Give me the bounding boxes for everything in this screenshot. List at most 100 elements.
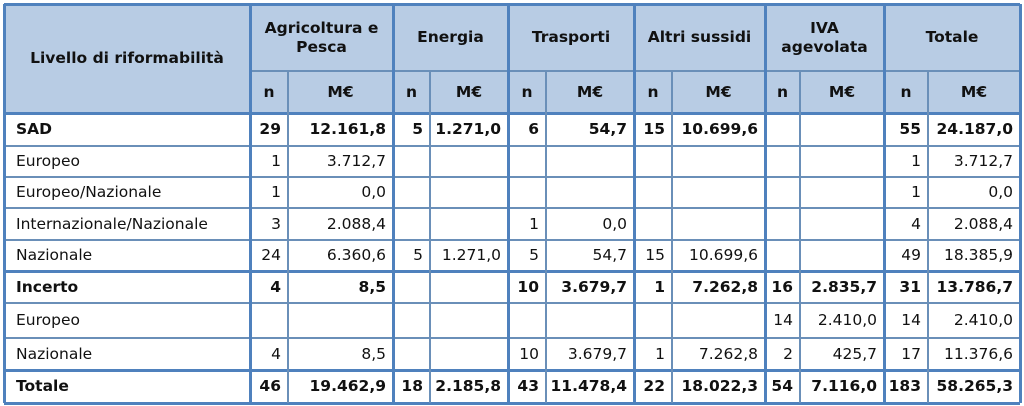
row-label-europeo-nazionale: Europeo/Nazionale [16, 183, 162, 202]
table-cell: 3.679,7 [567, 344, 627, 363]
table-cell: 2.410,0 [953, 311, 1013, 330]
table-rule [4, 368, 1020, 372]
table-rule [4, 401, 1020, 405]
table-cell: 8,5 [358, 277, 386, 296]
table-cell: 18.385,9 [943, 246, 1013, 265]
table-cell [430, 338, 508, 370]
table-cell: 19.462,9 [309, 377, 387, 396]
table-cell [288, 303, 393, 338]
table-cell: 2.410,0 [817, 311, 877, 330]
table-cell: 3.712,7 [953, 152, 1013, 171]
table-cell [800, 146, 884, 177]
table-cell: 18 [401, 377, 423, 396]
row-label-europeo: Europeo [16, 152, 80, 171]
table-cell: 3.712,7 [326, 152, 386, 171]
table-cell: 58.265,3 [936, 377, 1014, 396]
table-cell [800, 113, 884, 146]
table-cell: 17 [901, 344, 921, 363]
row-label-internazionale-nazionale: Internazionale/Nazionale [16, 214, 208, 233]
table-rule [287, 71, 289, 403]
table-cell [765, 177, 800, 208]
table-cell [393, 177, 430, 208]
table-cell: 6 [528, 120, 539, 139]
table-cell: 2.185,8 [435, 377, 501, 396]
table-rule [4, 337, 1020, 339]
table-rule [4, 302, 1020, 304]
table-rule [506, 4, 510, 403]
table-rule [2, 4, 6, 403]
table-cell: 3.679,7 [561, 277, 627, 296]
subheader-n: n [250, 71, 288, 113]
table-cell: 4 [270, 277, 281, 296]
table-cell [672, 177, 765, 208]
table-cell: 54,7 [588, 120, 627, 139]
table-cell [765, 208, 800, 240]
table-cell: 12.161,8 [309, 120, 387, 139]
table-cell: 16 [771, 277, 793, 296]
table-cell: 10.699,6 [688, 246, 758, 265]
table-cell: 2 [783, 344, 793, 363]
table-rule [429, 71, 431, 403]
table-cell: 425,7 [832, 344, 877, 363]
table-cell: 49 [901, 246, 921, 265]
table-cell [672, 208, 765, 240]
table-rule [248, 4, 252, 403]
subheader-n: n [393, 71, 430, 113]
table-cell [765, 146, 800, 177]
table-cell [800, 208, 884, 240]
table-cell: 11.478,4 [550, 377, 628, 396]
table-rule [1018, 4, 1022, 403]
table-cell: 15 [643, 120, 665, 139]
subheader-n: n [765, 71, 800, 113]
subheader-n: n [508, 71, 546, 113]
table-rule [4, 207, 1020, 209]
header-group-energia: Energia [393, 4, 508, 71]
table-cell: 3 [271, 214, 281, 233]
table-rule [927, 71, 929, 403]
table-cell [634, 146, 672, 177]
table-cell: 10 [517, 277, 539, 296]
row-label-nazionale: Nazionale [16, 246, 93, 265]
table-cell [800, 177, 884, 208]
subheader-meur: M€ [546, 71, 634, 113]
table-cell [765, 113, 800, 146]
table-cell: 5 [412, 120, 423, 139]
table-rule [4, 145, 1020, 147]
table-cell [546, 146, 634, 177]
table-cell: 54,7 [592, 246, 627, 265]
table-rule [4, 2, 1020, 6]
row-label-totale: Totale [16, 377, 69, 396]
table-cell: 1 [655, 344, 665, 363]
table-rule [4, 111, 1020, 115]
table-cell: 15 [645, 246, 665, 265]
table-cell: 2.088,4 [326, 214, 386, 233]
table-rule [671, 71, 673, 403]
header-livello-di-riformabilita: Livello di riformabilità [4, 4, 250, 113]
table-cell [430, 271, 508, 303]
table-cell: 1.271,0 [435, 120, 501, 139]
table-rule [545, 71, 547, 403]
header-group-altri-sussidi: Altri sussidi [634, 4, 765, 71]
table-rule [4, 239, 1020, 241]
table-rule [4, 269, 1020, 273]
table-cell: 4 [271, 344, 281, 363]
table-rule [632, 4, 636, 403]
table-cell: 7.262,8 [698, 344, 758, 363]
table-cell [765, 240, 800, 271]
table-cell: 4 [911, 214, 921, 233]
table-cell: 55 [899, 120, 921, 139]
table-cell: 1 [529, 214, 539, 233]
row-label-nazionale: Nazionale [16, 344, 93, 363]
table-cell: 2.835,7 [811, 277, 877, 296]
table-cell: 10.699,6 [681, 120, 759, 139]
table-cell: 1 [911, 152, 921, 171]
table-cell: 1 [271, 152, 281, 171]
table-cell: 1 [654, 277, 665, 296]
table-cell: 5 [413, 246, 423, 265]
table-cell: 6.360,6 [326, 246, 386, 265]
table-cell [634, 303, 672, 338]
table-cell: 18.022,3 [681, 377, 759, 396]
subheader-meur: M€ [288, 71, 393, 113]
table-cell: 14 [901, 311, 921, 330]
